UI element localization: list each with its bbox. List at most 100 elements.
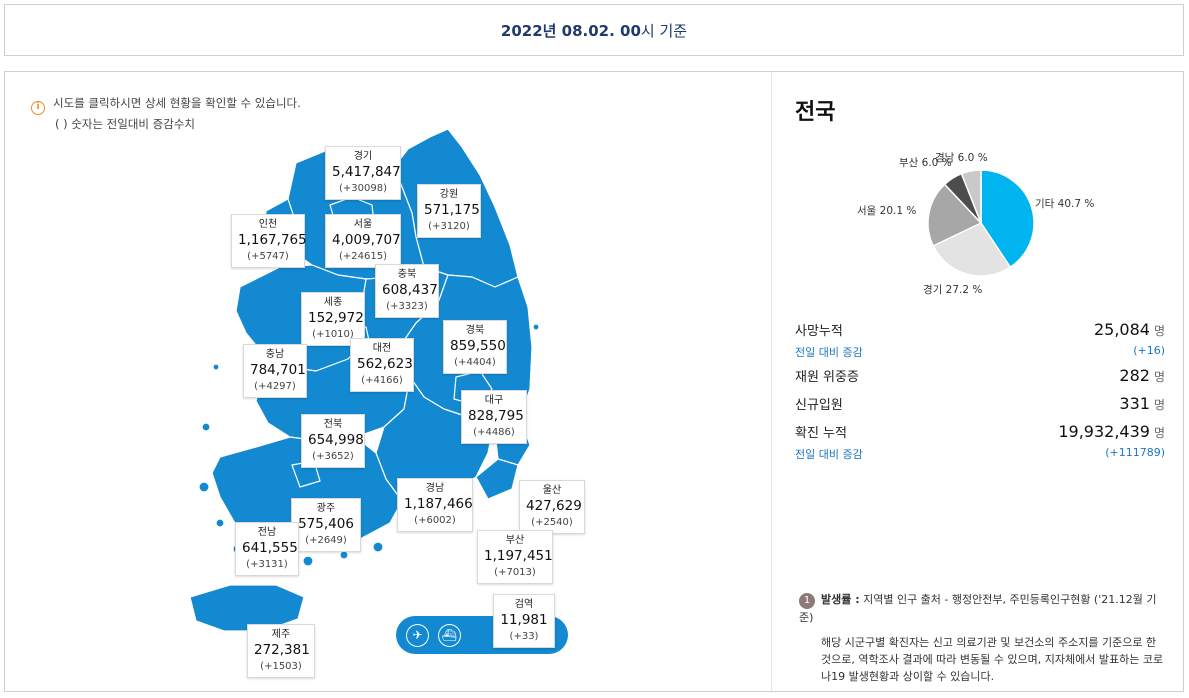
region-name: 대구 [484,395,504,406]
airplane-icon: ✈ [406,624,429,647]
stat-value: 282 [1119,366,1150,385]
region-delta: (+4404) [454,357,496,368]
region-card-busan[interactable]: 부산 1,197,451 (+7013) [477,530,553,584]
pie-label-other: 기타 40.7 % [1035,198,1095,210]
region-name: 제주 [271,629,291,640]
stat-value: 25,084 [1093,320,1150,339]
region-count: 427,629 [526,498,582,514]
region-card-chungbuk[interactable]: 충북 608,437 (+3323) [375,264,439,318]
region-card-gyeonggi[interactable]: 경기 5,417,847 (+30098) [325,146,401,200]
footnote-source: 지역별 인구 출처 - 행정안전부, 주민등록인구현황 ('21.12월 기준) [799,593,1157,624]
stat-label: 사망누적 [795,324,843,339]
stat-unit: 명 [1153,370,1165,384]
region-delta: (+4166) [361,375,403,386]
region-delta: (+3323) [386,301,428,312]
stats-list: 사망누적 25,084 명 전일 대비 증감 (+16) 재원 위중증 282 명 … [795,320,1165,468]
region-count: 4,009,707 [332,232,401,248]
region-name: 충북 [397,269,417,280]
region-name: 울산 [542,485,562,496]
summary-title: 전국 [795,100,836,125]
date-header: 2022년 08.02. 00시 기준 [4,4,1184,56]
stat-unit: 명 [1153,426,1165,440]
pie-svg [927,169,1035,277]
main-panel: i 시도를 클릭하시면 상세 현황을 확인할 수 있습니다. ( ) 숫자는 전일… [4,71,1184,692]
region-count: 859,550 [450,338,506,354]
region-delta: (+3131) [246,559,288,570]
region-card-seoul[interactable]: 서울 4,009,707 (+24615) [325,214,401,268]
region-count: 784,701 [250,362,306,378]
region-name: 강원 [439,189,459,200]
info-icon: i [31,101,45,115]
region-count: 152,972 [308,310,364,326]
stat-confirmed: 확진 누적 19,932,439 명 [795,422,1165,450]
pie-slice-4 [960,169,982,224]
stat-critical: 재원 위중증 282 명 [795,366,1165,394]
region-name: 충남 [265,349,285,360]
region-delta: (+2649) [305,535,347,546]
region-name: 경북 [465,325,485,336]
region-name: 경기 [353,151,373,162]
map-region-busan [475,458,519,500]
stat-new-admissions: 신규입원 331 명 [795,394,1165,422]
region-count: 5,417,847 [332,164,401,180]
region-delta: (+33) [509,631,539,642]
region-card-daegu[interactable]: 대구 828,795 (+4486) [461,390,527,444]
footnote-body: 해당 시군구별 확진자는 신고 의료기관 및 보건소의 주소지를 기준으로 한 … [821,636,1164,683]
pie-label-seoul: 서울 20.1 % [857,205,917,217]
region-card-gangwon[interactable]: 강원 571,175 (+3120) [417,184,481,238]
region-count: 575,406 [298,516,354,532]
region-name: 세종 [323,297,343,308]
region-delta: (+6002) [414,515,456,526]
notice-line2: ( ) 숫자는 전일대비 증감수치 [55,117,195,131]
region-card-jeonbuk[interactable]: 전북 654,998 (+3652) [301,414,365,468]
notice: i 시도를 클릭하시면 상세 현황을 확인할 수 있습니다. ( ) 숫자는 전일… [31,94,301,133]
region-card-daejeon[interactable]: 대전 562,623 (+4166) [350,338,414,392]
pie-slice-2 [927,183,983,247]
stat-label: 신규입원 [795,398,843,413]
region-delta: (+7013) [494,567,536,578]
pie-label-gyeongnam: 경남 6.0 % [935,152,988,164]
stat-sub-value: (+111789) [1105,446,1165,459]
region-card-gyeongnam[interactable]: 경남 1,187,466 (+6002) [397,478,473,532]
region-count: 828,795 [468,408,524,424]
region-delta: (+2540) [531,517,573,528]
pie-chart: 기타 40.7 % 경기 27.2 % 서울 20.1 % 부산 6.0 % 경… [795,144,1171,304]
header-suffix: 시 기준 [640,21,688,40]
region-name: 전북 [323,419,343,430]
region-card-jeonnam[interactable]: 전남 641,555 (+3131) [235,522,299,576]
ship-icon: ⛴ [438,624,461,647]
region-name: 전남 [257,527,277,538]
region-card-chungnam[interactable]: 충남 784,701 (+4297) [243,344,307,398]
region-card-gwangju[interactable]: 광주 575,406 (+2649) [291,498,361,552]
region-count: 1,167,765 [238,232,307,248]
footnote: 1 발생률 : 지역별 인구 출처 - 행정안전부, 주민등록인구현황 ('21.… [799,591,1169,685]
region-card-gyeongbuk[interactable]: 경북 859,550 (+4404) [443,320,507,374]
map-region-jeju [189,584,305,632]
stat-sub-value: (+16) [1133,344,1165,357]
region-count: 654,998 [308,432,364,448]
stat-value: 19,932,439 [1058,422,1150,441]
stat-sub-label: 전일 대비 증감 [795,346,863,359]
panel-divider [771,72,772,691]
region-delta: (+1010) [312,329,354,340]
region-delta: (+4297) [254,381,296,392]
region-count: 11,981 [500,612,548,628]
stat-label: 확진 누적 [795,426,847,441]
stat-deaths: 사망누적 25,084 명 [795,320,1165,348]
footnote-badge: 1 [799,593,815,609]
pie-label-busan: 부산 6.0 % [899,157,952,169]
region-card-incheon[interactable]: 인천 1,167,765 (+5747) [231,214,307,268]
header-date: 2022년 08.02. 00 [500,21,641,40]
stat-unit: 명 [1153,324,1165,338]
region-card-sejong[interactable]: 세종 152,972 (+1010) [301,292,365,346]
region-card-jeju[interactable]: 제주 272,381 (+1503) [247,624,315,678]
region-count: 562,623 [357,356,413,372]
region-name: 서울 [353,219,373,230]
region-name: 광주 [316,503,336,514]
national-summary: 전국 기타 40.7 % 경기 27.2 % 서울 20.1 % 부산 6.0 … [795,72,1171,691]
region-count: 1,187,466 [404,496,473,512]
region-card-ulsan[interactable]: 울산 427,629 (+2540) [519,480,585,534]
region-name: 경남 [425,483,445,494]
region-card-quarantine[interactable]: 검역 11,981 (+33) [493,594,555,648]
region-delta: (+3120) [428,221,470,232]
